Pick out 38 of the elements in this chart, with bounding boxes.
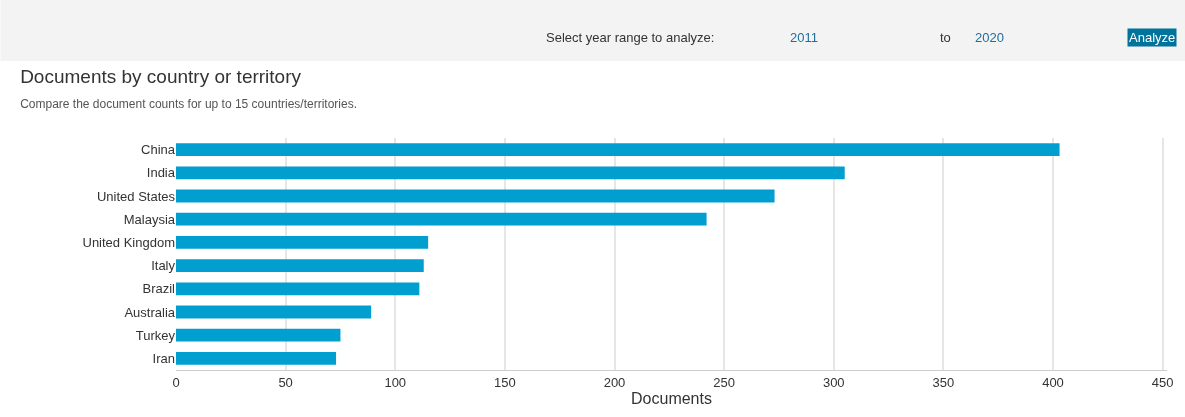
x-tick-label: 150 bbox=[494, 374, 516, 390]
x-tick-label: 450 bbox=[1151, 374, 1174, 390]
bar bbox=[176, 189, 775, 203]
x-tick-label: 100 bbox=[384, 374, 407, 390]
y-tick-label: Malaysia bbox=[123, 211, 176, 227]
x-tick-label: 0 bbox=[172, 374, 180, 390]
y-tick-label: China bbox=[141, 142, 176, 158]
bar bbox=[176, 352, 337, 365]
y-tick-label: India bbox=[146, 165, 176, 181]
y-tick-label: United States bbox=[96, 188, 176, 204]
y-tick-label: United Kingdom bbox=[82, 234, 175, 250]
bar bbox=[176, 143, 1060, 156]
text: 2011 bbox=[790, 30, 818, 45]
x-axis-title: Documents bbox=[631, 390, 712, 408]
bar bbox=[176, 212, 707, 226]
x-tick-label: 250 bbox=[713, 374, 735, 390]
y-tick-label: Turkey bbox=[135, 327, 176, 343]
text: Analyze bbox=[1129, 30, 1176, 45]
y-tick-label: Australia bbox=[124, 304, 176, 320]
x-tick-label: 50 bbox=[278, 374, 293, 390]
text: 2020 bbox=[975, 30, 1004, 45]
text: Select year range to analyze: bbox=[546, 30, 715, 45]
y-tick-label: Iran bbox=[152, 350, 175, 366]
bar bbox=[176, 259, 424, 272]
bar bbox=[176, 236, 429, 249]
x-tick-label: 200 bbox=[603, 374, 626, 390]
bar bbox=[176, 282, 420, 296]
chart-title: Documents by country or territory bbox=[20, 66, 302, 88]
y-tick-label: Italy bbox=[151, 258, 176, 274]
x-tick-label: 400 bbox=[1042, 374, 1064, 390]
x-tick-label: 350 bbox=[932, 374, 955, 390]
y-tick-label: Brazil bbox=[142, 281, 176, 297]
chart-subtitle: Compare the document counts for up to 15 countries/territories. bbox=[20, 97, 357, 112]
bar bbox=[176, 305, 372, 319]
x-tick-label: 300 bbox=[822, 374, 845, 390]
bar bbox=[176, 166, 845, 180]
bar bbox=[176, 328, 341, 342]
text: to bbox=[940, 30, 951, 45]
